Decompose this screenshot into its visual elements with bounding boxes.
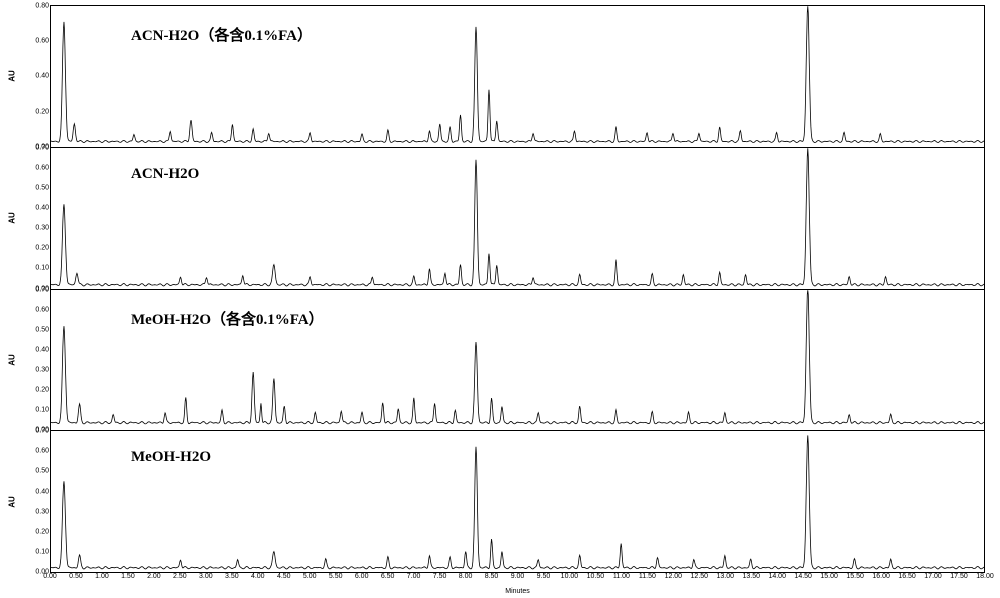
y-tick-label: 0.10 [19,548,49,555]
chromatogram-panel: 0.000.100.200.300.400.500.600.70AUACN-H2… [50,147,985,290]
x-tick-label: 5.50 [329,573,343,580]
x-tick-label: 3.00 [199,573,213,580]
y-tick-label: 0.10 [19,407,49,414]
x-tick-label: 14.50 [794,573,812,580]
x-tick-label: 8.50 [485,573,499,580]
chromatogram-panel: 0.000.100.200.300.400.500.600.70AUMeOH-H… [50,430,985,573]
x-tick-label: 15.50 [846,573,864,580]
y-tick-label: 0.20 [19,387,49,394]
y-tick-label: 0.70 [19,144,49,151]
x-tick-label: 16.50 [898,573,916,580]
y-tick-label: 0.20 [19,245,49,252]
x-tick-label: 14.00 [768,573,786,580]
x-tick-label: 4.00 [251,573,265,580]
y-tick-label: 0.80 [19,3,49,10]
y-tick-label: 0.30 [19,508,49,515]
y-axis-label: AU [7,212,16,224]
x-tick-label: 13.00 [717,573,735,580]
y-tick-label: 0.40 [19,346,49,353]
x-tick-label: 0.50 [69,573,83,580]
x-tick-label: 0.00 [43,573,57,580]
chromatogram-panel: 0.000.100.200.300.400.500.600.70AUMeOH-H… [50,289,985,432]
x-tick-label: 1.50 [121,573,135,580]
chromatogram-trace [51,148,984,289]
x-axis: 0.000.501.001.502.002.503.003.504.004.50… [50,573,985,593]
y-tick-label: 0.20 [19,108,49,115]
y-axis: 0.000.100.200.300.400.500.600.70 [19,290,49,431]
x-tick-label: 10.50 [587,573,605,580]
x-tick-label: 5.00 [303,573,317,580]
x-tick-label: 6.50 [381,573,395,580]
chromatogram-trace [51,6,984,147]
x-tick-label: 12.50 [691,573,709,580]
y-axis: 0.000.100.200.300.400.500.600.70 [19,431,49,572]
x-tick-label: 4.50 [277,573,291,580]
y-axis-label: AU [7,71,16,83]
x-tick-label: 10.00 [561,573,579,580]
x-tick-label: 18.00 [976,573,994,580]
y-tick-label: 0.50 [19,468,49,475]
x-tick-label: 3.50 [225,573,239,580]
x-tick-label: 17.50 [950,573,968,580]
y-tick-label: 0.40 [19,488,49,495]
y-axis-label: AU [7,496,16,508]
y-tick-label: 0.60 [19,306,49,313]
y-tick-label: 0.40 [19,73,49,80]
x-tick-label: 17.00 [924,573,942,580]
x-tick-label: 9.50 [537,573,551,580]
x-tick-label: 11.00 [613,573,630,580]
x-tick-label: 11.50 [639,573,656,580]
y-tick-label: 0.60 [19,448,49,455]
y-tick-label: 0.60 [19,164,49,171]
y-tick-label: 0.10 [19,265,49,272]
y-axis-label: AU [7,354,16,366]
chromatogram-figure: 0.000.200.400.600.80AUACN-H2O（各含0.1%FA）0… [0,0,1000,598]
y-tick-label: 0.70 [19,286,49,293]
x-tick-label: 6.00 [355,573,369,580]
x-axis-label: Minutes [505,588,530,595]
x-tick-label: 7.00 [407,573,421,580]
x-tick-label: 2.50 [173,573,187,580]
x-tick-label: 2.00 [147,573,161,580]
chromatogram-trace [51,431,984,572]
x-tick-label: 9.00 [511,573,525,580]
y-tick-label: 0.30 [19,366,49,373]
x-tick-label: 15.00 [820,573,838,580]
x-tick-label: 8.00 [459,573,473,580]
y-tick-label: 0.50 [19,184,49,191]
x-tick-label: 16.00 [872,573,890,580]
chromatogram-panel: 0.000.200.400.600.80AUACN-H2O（各含0.1%FA） [50,5,985,148]
y-tick-label: 0.60 [19,38,49,45]
y-tick-label: 0.40 [19,205,49,212]
y-tick-label: 0.20 [19,528,49,535]
x-tick-label: 7.50 [433,573,447,580]
chromatogram-trace [51,290,984,431]
y-axis: 0.000.200.400.600.80 [19,6,49,147]
y-tick-label: 0.30 [19,225,49,232]
x-tick-label: 13.50 [742,573,760,580]
x-tick-label: 1.00 [95,573,109,580]
y-tick-label: 0.70 [19,428,49,435]
y-axis: 0.000.100.200.300.400.500.600.70 [19,148,49,289]
x-tick-label: 12.00 [665,573,683,580]
y-tick-label: 0.50 [19,326,49,333]
panel-stack: 0.000.200.400.600.80AUACN-H2O（各含0.1%FA）0… [50,5,985,573]
